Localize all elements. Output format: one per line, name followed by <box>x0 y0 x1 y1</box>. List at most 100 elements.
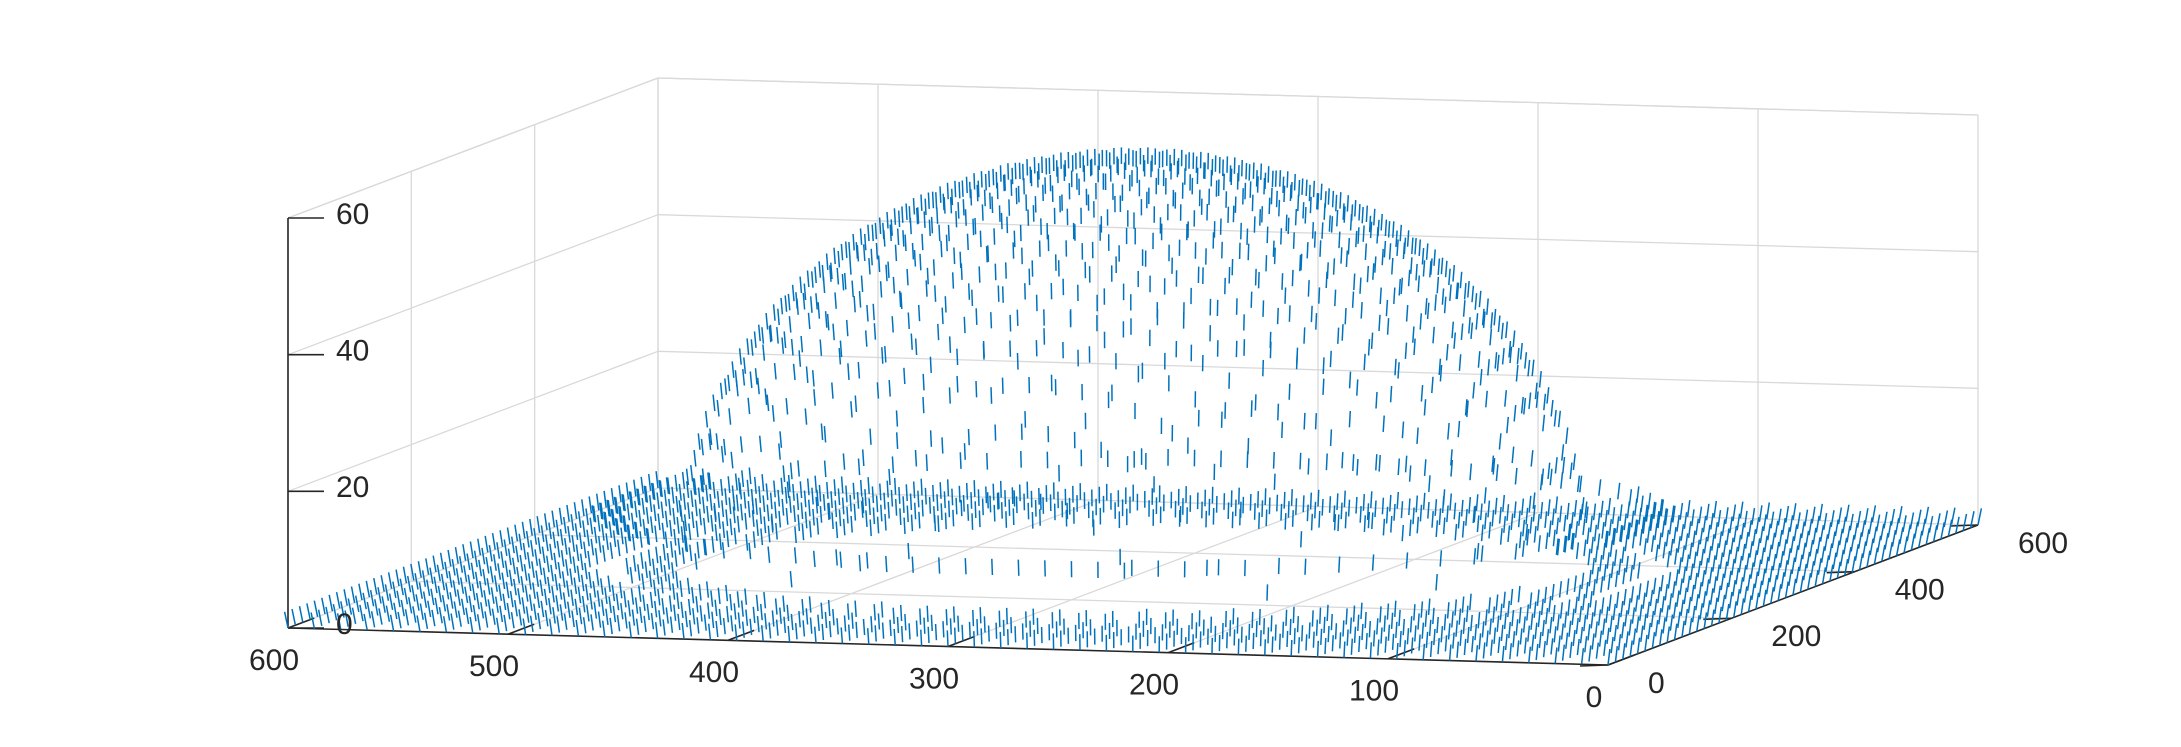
quiver-arrow <box>661 598 665 615</box>
quiver-arrow <box>965 482 969 500</box>
quiver-arrow <box>1795 566 1800 584</box>
quiver-arrow <box>1495 594 1499 611</box>
quiver-arrow <box>981 204 984 221</box>
quiver-arrow <box>1357 614 1360 631</box>
quiver-arrow <box>1622 567 1626 585</box>
quiver-arrow <box>544 609 549 627</box>
quiver-arrow <box>1305 179 1308 197</box>
quiver-arrow <box>623 515 627 533</box>
quiver-arrow <box>1494 497 1498 515</box>
x-tick <box>287 617 315 629</box>
quiver-arrow <box>1358 635 1361 653</box>
quiver-arrow <box>1717 509 1722 527</box>
quiver-arrow <box>943 491 946 509</box>
quiver-arrow <box>1398 278 1402 296</box>
quiver-arrow <box>907 312 910 330</box>
quiver-arrow <box>1278 199 1281 217</box>
quiver-arrow <box>1631 607 1636 624</box>
quiver-arrow <box>620 603 624 620</box>
quiver-arrow <box>1622 643 1626 660</box>
quiver-arrow <box>1691 509 1695 527</box>
quiver-arrow <box>1846 525 1851 543</box>
quiver-arrow <box>1595 567 1600 584</box>
quiver-arrow <box>1447 422 1450 440</box>
quiver-arrow <box>1331 190 1335 208</box>
quiver-arrow <box>1285 609 1288 626</box>
quiver-arrow <box>654 622 659 639</box>
quiver-arrow <box>1570 532 1574 550</box>
grid-line <box>287 214 659 356</box>
quiver-arrow <box>1633 519 1638 536</box>
quiver-arrow <box>909 493 913 511</box>
quiver-arrow <box>946 479 950 497</box>
quiver-arrow <box>683 514 688 531</box>
quiver-arrow <box>1576 475 1581 493</box>
quiver-arrow <box>519 554 524 572</box>
quiver-arrow <box>1461 521 1465 538</box>
quiver-arrow <box>752 531 756 548</box>
quiver-arrow <box>1620 600 1624 618</box>
quiver-arrow <box>1902 515 1907 533</box>
quiver-arrow <box>1592 503 1597 521</box>
quiver-arrow <box>1587 548 1591 566</box>
quiver-arrow <box>765 313 769 330</box>
quiver-arrow <box>1247 437 1250 455</box>
quiver-arrow <box>963 316 966 334</box>
quiver-arrow <box>1903 536 1908 554</box>
quiver-arrow <box>434 597 439 615</box>
quiver-arrow <box>967 428 970 446</box>
quiver-arrow <box>677 613 681 631</box>
quiver-arrow <box>1598 630 1603 647</box>
quiver-arrow <box>892 607 895 624</box>
quiver-arrow <box>711 611 715 628</box>
quiver-arrow <box>967 283 971 300</box>
quiver-arrow <box>917 304 921 322</box>
quiver-arrow <box>1470 614 1473 632</box>
quiver-arrow <box>1597 512 1601 530</box>
quiver-arrow <box>1376 618 1379 635</box>
quiver-arrow <box>1691 605 1696 623</box>
quiver-arrow <box>1275 190 1278 208</box>
quiver-arrow <box>600 502 604 520</box>
quiver-arrow <box>492 554 497 571</box>
quiver-arrow <box>997 285 1000 302</box>
quiver-arrow <box>854 600 857 617</box>
quiver-arrow <box>996 182 999 200</box>
quiver-arrow <box>1490 639 1493 656</box>
quiver-arrow <box>1009 340 1012 357</box>
quiver-arrow <box>781 498 785 516</box>
quiver-arrow <box>1563 514 1567 532</box>
quiver-arrow <box>1582 518 1586 536</box>
quiver-arrow <box>1687 596 1692 614</box>
quiver-arrow <box>729 518 733 536</box>
quiver-arrow <box>437 585 442 603</box>
quiver-arrow <box>896 616 900 634</box>
quiver-arrow <box>741 621 745 638</box>
quiver-arrow <box>1264 488 1267 506</box>
quiver-arrow <box>1719 552 1724 570</box>
quiver-arrow <box>703 538 708 556</box>
quiver-arrow <box>1654 620 1659 637</box>
quiver-arrow <box>1447 623 1451 640</box>
quiver-arrow <box>1778 529 1783 547</box>
quiver-arrow <box>1637 562 1641 579</box>
quiver-arrow <box>1248 623 1251 640</box>
quiver-arrow <box>422 591 428 608</box>
quiver-arrow <box>1643 538 1647 555</box>
quiver-arrow <box>1336 209 1339 227</box>
quiver-arrow <box>1507 525 1511 542</box>
quiver-arrow <box>1666 550 1671 568</box>
quiver-arrow <box>748 542 752 560</box>
quiver-arrow <box>630 588 635 605</box>
quiver-arrow <box>596 590 601 607</box>
quiver-arrow <box>1527 359 1531 377</box>
quiver-arrow <box>1343 206 1346 223</box>
quiver-arrow <box>1012 508 1015 526</box>
quiver-arrow <box>516 566 521 584</box>
quiver-arrow <box>1545 607 1549 625</box>
quiver-arrow <box>1439 364 1443 382</box>
quiver-arrow <box>994 263 997 281</box>
quiver-arrow <box>1681 620 1685 638</box>
quiver-arrow <box>728 408 732 425</box>
quiver-arrow <box>629 567 634 584</box>
